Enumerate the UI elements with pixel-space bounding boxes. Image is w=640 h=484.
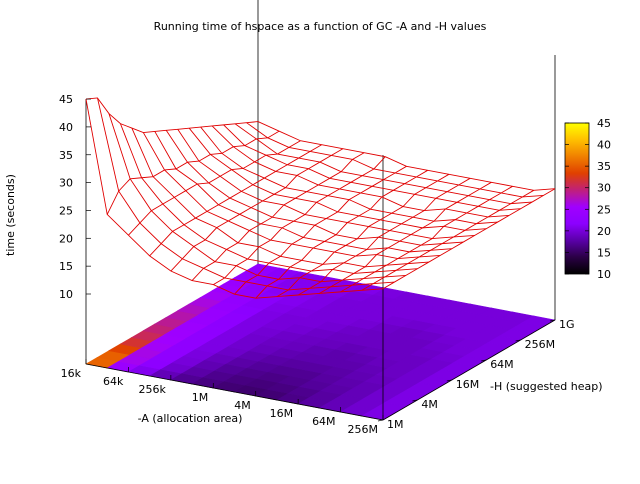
surface-line — [128, 140, 301, 236]
surface-line — [382, 188, 556, 290]
surface-line — [255, 169, 428, 299]
surface-line — [188, 127, 487, 231]
surface-line — [119, 123, 418, 274]
x-tick-label: 64M — [312, 415, 336, 428]
y-tick — [481, 359, 487, 362]
surface-line — [246, 122, 544, 198]
z-tick-label: 10 — [59, 288, 73, 301]
surface-line — [85, 98, 384, 299]
colorbar-gradient — [564, 122, 590, 275]
colorbar-tick-label: 30 — [597, 182, 611, 195]
z-tick-label: 40 — [59, 121, 73, 134]
z-tick-label: 30 — [59, 177, 73, 190]
z-tick-label: 35 — [59, 149, 73, 162]
colorbar: 10 15 20 25 30 35 40 45 — [564, 117, 611, 281]
chart-title: Running time of hspace as a function of … — [154, 20, 487, 33]
y-tick — [549, 319, 556, 322]
z-tick-label: 20 — [59, 232, 73, 245]
x-tick-label: 256M — [348, 423, 379, 436]
x-tick-label: 1M — [192, 391, 209, 404]
colorbar-tick-label: 25 — [597, 203, 611, 216]
z-tick-label: 15 — [59, 260, 73, 273]
surface-line — [149, 144, 322, 257]
surface-line — [154, 131, 452, 253]
surface-line — [85, 97, 259, 134]
colorbar-tick-label: 10 — [597, 268, 611, 281]
surface-line — [297, 177, 471, 296]
surface-mesh — [85, 97, 556, 299]
surface-line — [211, 125, 510, 218]
y-axis-label: -H (suggested heap) — [490, 380, 603, 393]
y-tick-label: 1M — [387, 418, 404, 431]
x-axis-label: -A (allocation area) — [138, 412, 243, 425]
y-tick-label: 4M — [421, 398, 438, 411]
surface-line — [340, 185, 513, 293]
x-tick-label: 64k — [103, 375, 124, 388]
x-tick-label: 256k — [138, 383, 166, 396]
surface-line — [319, 181, 492, 294]
surface-line — [223, 124, 521, 211]
y-tick-label: 256M — [525, 338, 556, 351]
plot-box — [85, 0, 556, 421]
y-tick — [446, 379, 452, 382]
surface-line — [165, 130, 464, 246]
x-tick-label: 16k — [61, 367, 82, 380]
y-tick — [515, 339, 521, 342]
z-tick-label: 45 — [59, 93, 73, 106]
surface-line — [213, 156, 386, 285]
surface-line — [106, 130, 280, 215]
surface-line — [200, 126, 498, 225]
x-axis-line — [85, 363, 384, 421]
surface-line — [361, 189, 535, 291]
colorbar-tick-label: 45 — [597, 117, 611, 130]
y-tick-label: 64M — [490, 358, 514, 371]
surface-line — [131, 127, 429, 268]
z-axis-label: time (seconds) — [4, 174, 17, 256]
surface-line — [191, 152, 365, 281]
y-tick-label: 16M — [456, 378, 480, 391]
colorbar-tick-label: 15 — [597, 246, 611, 259]
surface-line — [142, 132, 441, 259]
colorbar-tick-label: 20 — [597, 225, 611, 238]
y-tick-label: 1G — [559, 318, 575, 331]
surface-line — [108, 113, 406, 283]
surface-line — [97, 97, 395, 291]
colorbar-tick-label: 40 — [597, 139, 611, 152]
z-tick-label: 25 — [59, 204, 73, 217]
surface-line — [234, 165, 407, 295]
colorbar-tick-label: 35 — [597, 160, 611, 173]
surface-line — [170, 148, 344, 272]
surface-line — [234, 123, 533, 205]
x-tick-label: 16M — [270, 407, 294, 420]
x-tick-label: 4M — [234, 399, 251, 412]
y-tick — [412, 399, 418, 402]
surface-line — [276, 173, 450, 297]
y-tick — [377, 419, 384, 422]
surface-line — [257, 121, 556, 191]
surface-line — [177, 129, 475, 239]
y-axis-line — [382, 319, 556, 421]
